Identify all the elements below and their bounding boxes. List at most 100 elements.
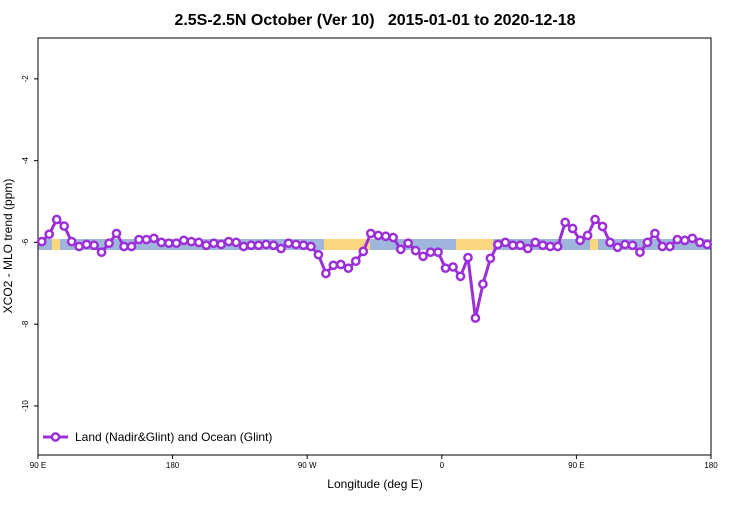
point [665,241,675,252]
point [336,259,346,270]
y-tick-label: -4 [21,157,30,165]
land-band [456,239,493,250]
point [612,242,623,253]
point [448,262,458,272]
point [193,237,204,248]
point [642,237,653,248]
point [216,239,227,250]
y-tick-label: -2 [21,75,30,83]
point [343,263,354,274]
point [178,235,189,246]
point [493,239,503,250]
legend-label: Land (Nadir&Glint) and Ocean (Glint) [75,430,272,444]
point [395,244,406,255]
point [223,236,234,247]
point [425,247,436,258]
x-tick-label: 90 E [30,461,46,470]
point [321,268,331,279]
point [537,240,548,251]
land-band [324,239,370,250]
x-tick-label: 90 E [568,461,584,470]
point [478,279,488,289]
point [373,230,384,241]
point [485,253,496,264]
point [141,234,152,245]
point [36,236,47,247]
chart-title: 2.5S-2.5N October (Ver 10) 2015-01-01 to… [174,12,575,29]
point [164,238,174,249]
point [276,243,286,254]
point [522,243,533,254]
point [500,237,511,248]
point [66,236,77,247]
point [590,214,600,225]
point [597,221,608,232]
point [74,241,84,252]
y-tick-label: -10 [21,400,30,412]
point [627,240,638,251]
point [694,237,705,248]
point [687,233,698,244]
point [679,235,690,246]
point [507,240,518,251]
point [44,229,55,240]
point [545,241,556,252]
point [96,247,107,258]
point [552,241,563,252]
land-band [590,239,598,250]
point [657,241,668,252]
point [268,240,279,251]
point [89,240,99,251]
point [59,221,70,231]
point [672,234,683,245]
point [126,241,137,252]
point [380,231,391,242]
point [51,214,62,225]
point [463,252,473,263]
point [119,241,129,252]
point [298,240,309,251]
point [186,236,197,247]
point [291,239,301,250]
point [620,239,630,250]
legend-marker [50,432,61,442]
surface-band [38,239,711,250]
x-tick-label: 90 W [298,461,317,470]
point [261,239,271,250]
point [246,240,256,251]
point [575,235,585,246]
x-tick-label: 180 [704,461,718,470]
point [201,240,212,251]
point [418,251,428,262]
point [455,271,466,282]
point [582,230,593,241]
point [104,238,114,249]
point [365,228,376,239]
point [111,228,122,239]
x-tick-label: 180 [166,461,180,470]
point [283,238,294,249]
point [650,228,660,239]
point [403,238,413,249]
point [313,249,324,260]
point [388,232,399,243]
point [238,241,249,252]
point [350,256,361,267]
point [358,246,369,257]
point [530,237,541,248]
point [328,260,339,271]
point [560,217,571,228]
point [81,239,92,250]
y-axis-label: XCO2 - MLO trend (ppm) [1,179,15,314]
x-axis-label: Longitude (deg E) [327,477,422,491]
point [410,245,421,256]
point [515,240,526,251]
point [134,234,144,245]
point [440,263,451,274]
point [156,237,167,248]
point [702,239,713,250]
point [253,240,264,251]
point [306,241,316,252]
point [171,238,182,249]
